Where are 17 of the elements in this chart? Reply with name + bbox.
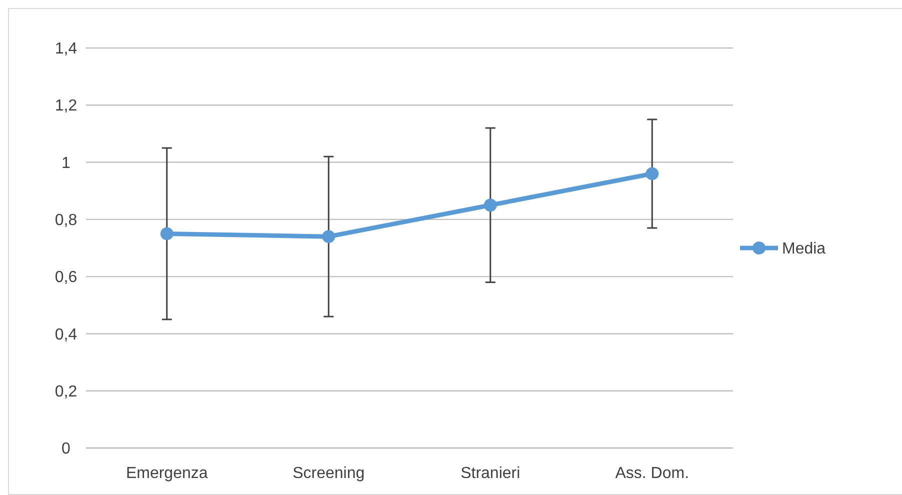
point bbox=[646, 167, 659, 180]
x-tick-label: Ass. Dom. bbox=[615, 465, 690, 482]
x-tick-label: Stranieri bbox=[460, 465, 520, 482]
point bbox=[160, 227, 174, 240]
y-tick-label: 1 bbox=[62, 154, 71, 172]
y-tick-label: 1,4 bbox=[54, 40, 78, 58]
y-tick-label: 1,2 bbox=[54, 98, 78, 115]
y-tick-label: 0,6 bbox=[54, 269, 78, 286]
y-tick-label: 0 bbox=[62, 440, 71, 458]
point bbox=[322, 230, 336, 244]
x-tick-label: Emergenza bbox=[126, 465, 208, 482]
y-tick-label: 0,4 bbox=[54, 326, 78, 344]
x-tick-label: Screening bbox=[292, 465, 365, 482]
legend-label: Media bbox=[782, 240, 826, 258]
y-tick-label: 0,8 bbox=[54, 212, 78, 230]
point bbox=[484, 198, 497, 212]
y-tick-label: 0,2 bbox=[54, 383, 78, 400]
